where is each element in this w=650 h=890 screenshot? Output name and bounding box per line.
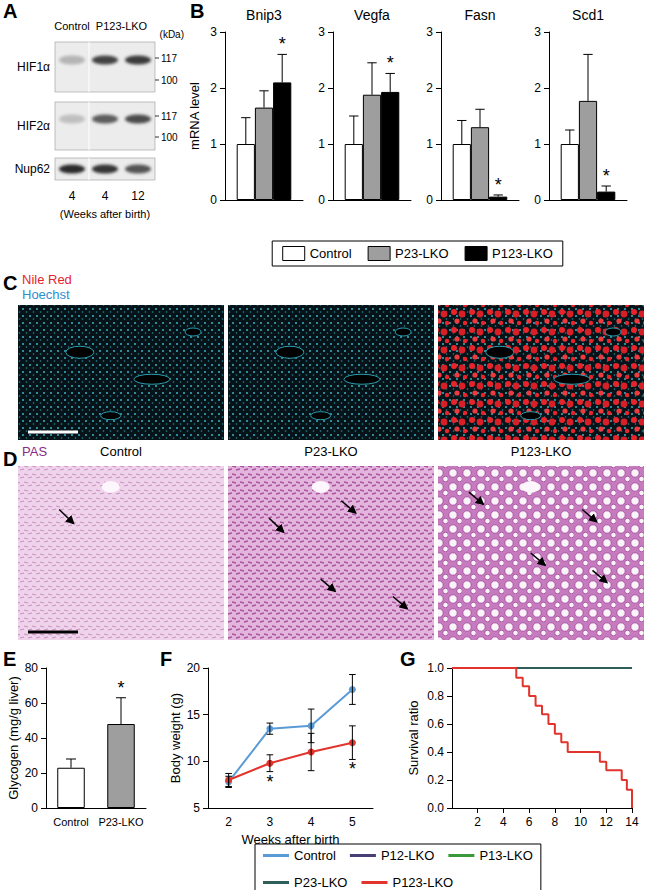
svg-text:0: 0 <box>318 193 325 207</box>
svg-text:P12-LKO: P12-LKO <box>381 848 434 863</box>
svg-text:80: 80 <box>25 661 39 675</box>
html-text:B: B <box>190 0 205 22</box>
html-text:D: D <box>3 448 18 470</box>
html-text:F: F <box>160 648 173 670</box>
svg-text:P23-LKO: P23-LKO <box>395 246 448 261</box>
svg-text:0.0: 0.0 <box>427 801 444 815</box>
svg-text:Nup62: Nup62 <box>15 162 51 176</box>
svg-text:P23-LKO: P23-LKO <box>98 816 144 828</box>
svg-text:P123-LKO: P123-LKO <box>392 875 453 890</box>
svg-text:40: 40 <box>25 731 39 745</box>
svg-text:0.6: 0.6 <box>427 717 444 731</box>
svg-text:Scd1: Scd1 <box>572 7 604 23</box>
svg-text:20: 20 <box>187 661 201 675</box>
svg-text:15: 15 <box>187 708 201 722</box>
svg-text:Nile Red: Nile Red <box>22 272 72 287</box>
svg-text:Control: Control <box>294 848 336 863</box>
svg-text:0.8: 0.8 <box>427 689 444 703</box>
svg-text:117: 117 <box>161 53 177 64</box>
svg-text:100: 100 <box>161 132 178 143</box>
svg-text:Control: Control <box>54 20 89 32</box>
svg-text:Glycogen (mg/g liver): Glycogen (mg/g liver) <box>6 676 21 800</box>
svg-text:P23-LKO: P23-LKO <box>294 875 347 890</box>
svg-text:6: 6 <box>526 815 533 829</box>
svg-text:14: 14 <box>625 815 639 829</box>
svg-text:10: 10 <box>187 754 201 768</box>
svg-text:0.2: 0.2 <box>427 773 444 787</box>
svg-text:100: 100 <box>161 75 178 86</box>
svg-text:0: 0 <box>534 193 541 207</box>
svg-text:117: 117 <box>161 111 177 122</box>
svg-text:Control: Control <box>53 816 88 828</box>
svg-text:*: * <box>266 772 273 792</box>
svg-text:4: 4 <box>500 815 507 829</box>
svg-text:5: 5 <box>349 815 356 829</box>
svg-text:4: 4 <box>102 189 109 203</box>
svg-text:2: 2 <box>534 81 541 95</box>
svg-text:3: 3 <box>267 815 274 829</box>
svg-text:Vegfa: Vegfa <box>354 7 390 23</box>
svg-text:2: 2 <box>210 81 217 95</box>
svg-text:8: 8 <box>552 815 559 829</box>
html-text:G: G <box>400 648 416 670</box>
svg-text:0: 0 <box>426 193 433 207</box>
svg-text:4: 4 <box>69 189 76 203</box>
svg-text:1: 1 <box>210 137 217 151</box>
svg-text:PAS: PAS <box>22 444 47 459</box>
svg-text:Fasn: Fasn <box>464 7 495 23</box>
svg-text:60: 60 <box>25 696 39 710</box>
html-text:E: E <box>3 648 17 670</box>
html-text:A: A <box>3 0 18 22</box>
svg-text:1.0: 1.0 <box>427 661 444 675</box>
svg-text:3: 3 <box>318 25 325 39</box>
svg-text:0: 0 <box>31 801 38 815</box>
svg-text:2: 2 <box>225 815 232 829</box>
svg-text:12: 12 <box>131 189 145 203</box>
svg-text:HIF1α: HIF1α <box>17 60 50 74</box>
svg-text:5: 5 <box>193 801 200 815</box>
svg-text:1: 1 <box>534 137 541 151</box>
svg-text:3: 3 <box>426 25 433 39</box>
svg-text:0: 0 <box>210 193 217 207</box>
svg-text:P23-LKO: P23-LKO <box>304 444 357 459</box>
svg-text:P13-LKO: P13-LKO <box>479 848 532 863</box>
svg-text:Weeks after birth: Weeks after birth <box>241 831 340 847</box>
svg-text:Control: Control <box>310 246 352 261</box>
svg-text:10: 10 <box>574 815 588 829</box>
svg-text:*: * <box>495 175 502 195</box>
svg-text:HIF2α: HIF2α <box>17 119 50 133</box>
svg-text:*: * <box>117 678 124 698</box>
svg-text:1: 1 <box>318 137 325 151</box>
svg-text:*: * <box>387 53 394 73</box>
svg-text:3: 3 <box>210 25 217 39</box>
svg-text:Body weight (g): Body weight (g) <box>168 693 183 783</box>
svg-text:3: 3 <box>534 25 541 39</box>
svg-text:(Weeks after birth): (Weeks after birth) <box>60 208 150 220</box>
svg-text:P123-LKO: P123-LKO <box>96 20 148 32</box>
svg-text:1: 1 <box>426 137 433 151</box>
svg-text:Control: Control <box>100 444 142 459</box>
svg-text:0.4: 0.4 <box>427 745 444 759</box>
svg-text:Hoechst: Hoechst <box>22 287 70 302</box>
svg-text:4: 4 <box>308 815 315 829</box>
svg-text:*: * <box>349 759 356 779</box>
svg-text:Survival ratio: Survival ratio <box>406 700 421 775</box>
svg-text:P123-LKO: P123-LKO <box>511 444 572 459</box>
svg-text:*: * <box>279 34 286 54</box>
svg-text:12: 12 <box>600 815 614 829</box>
svg-text:20: 20 <box>25 766 39 780</box>
svg-text:2: 2 <box>318 81 325 95</box>
html-text:C: C <box>3 272 18 294</box>
svg-text:2: 2 <box>474 815 481 829</box>
svg-text:(kDa): (kDa) <box>160 29 184 40</box>
svg-text:P123-LKO: P123-LKO <box>492 246 553 261</box>
svg-text:*: * <box>603 166 610 186</box>
svg-text:2: 2 <box>426 81 433 95</box>
svg-text:mRNA level: mRNA level <box>187 82 202 150</box>
svg-text:Bnip3: Bnip3 <box>246 7 282 23</box>
